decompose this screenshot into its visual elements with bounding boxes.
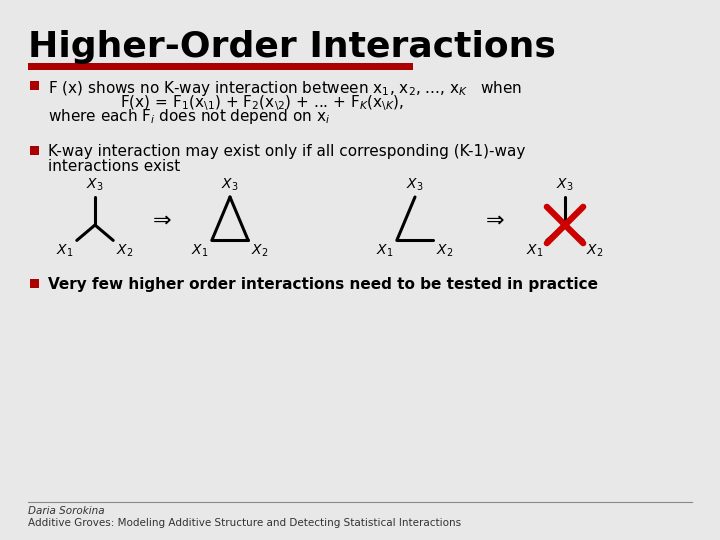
Text: Higher-Order Interactions: Higher-Order Interactions	[28, 30, 556, 64]
Bar	[28, 63, 413, 70]
Text: $X_1$: $X_1$	[377, 242, 394, 259]
Text: Very few higher order interactions need to be tested in practice: Very few higher order interactions need …	[48, 277, 598, 292]
Text: $X_2$: $X_2$	[251, 242, 269, 259]
Text: $X_3$: $X_3$	[221, 177, 239, 193]
Text: ⇒: ⇒	[486, 211, 504, 231]
Text: $X_1$: $X_1$	[526, 242, 544, 259]
Text: $X_2$: $X_2$	[586, 242, 603, 259]
Text: $X_1$: $X_1$	[192, 242, 209, 259]
Text: where each F$_i$ does not depend on x$_i$: where each F$_i$ does not depend on x$_i…	[48, 107, 330, 126]
Text: F(x) = F$_1$(x$_{\backslash 1}$) + F$_2$(x$_{\backslash 2}$) + ... + F$_K$(x$_{\: F(x) = F$_1$(x$_{\backslash 1}$) + F$_2$…	[120, 93, 404, 113]
Text: $X_3$: $X_3$	[557, 177, 574, 193]
Text: $X_2$: $X_2$	[436, 242, 454, 259]
Text: $X_3$: $X_3$	[406, 177, 424, 193]
Text: Additive Groves: Modeling Additive Structure and Detecting Statistical Interacti: Additive Groves: Modeling Additive Struc…	[28, 518, 461, 528]
Text: F (x) shows no K-way interaction between x$_1$, x$_2$, ..., x$_K$   when: F (x) shows no K-way interaction between…	[48, 79, 522, 98]
Text: $X_2$: $X_2$	[116, 242, 133, 259]
Text: interactions exist: interactions exist	[48, 159, 180, 174]
Text: K-way interaction may exist only if all corresponding (K-1)-way: K-way interaction may exist only if all …	[48, 144, 526, 159]
Text: Daria Sorokina: Daria Sorokina	[28, 506, 104, 516]
Bar	[30, 145, 39, 154]
Text: $X_1$: $X_1$	[56, 242, 73, 259]
Bar	[30, 279, 39, 287]
Bar	[30, 80, 39, 90]
Text: ⇒: ⇒	[153, 211, 172, 231]
Text: $X_3$: $X_3$	[86, 177, 104, 193]
